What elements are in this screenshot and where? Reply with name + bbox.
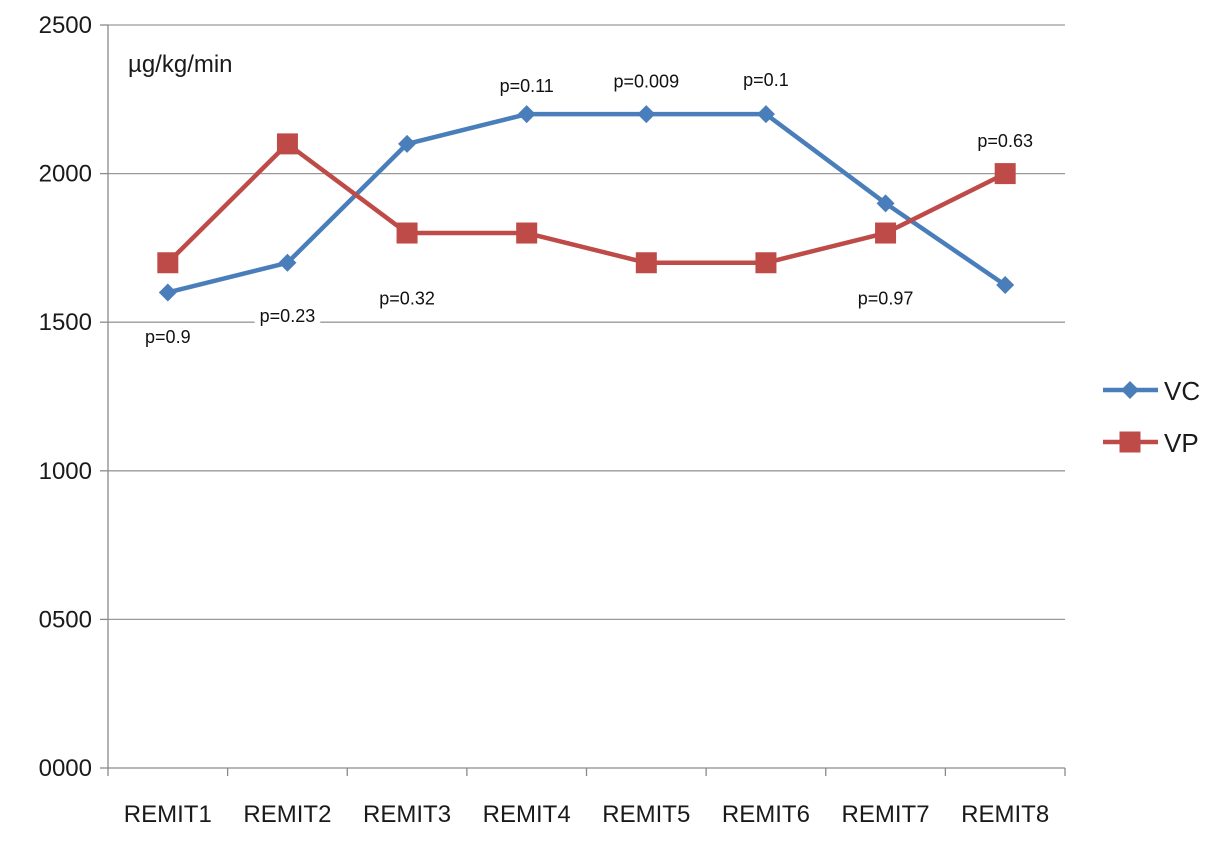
legend-label-vp: VP bbox=[1164, 428, 1199, 458]
legend: VC VP bbox=[1103, 376, 1200, 458]
vc-marker bbox=[517, 105, 536, 124]
vp-marker bbox=[396, 222, 418, 244]
series-lines bbox=[166, 111, 1007, 295]
vp-marker bbox=[276, 133, 298, 155]
vc-marker bbox=[876, 194, 895, 213]
p-value-label-bg bbox=[737, 70, 794, 92]
p-value-label-bg bbox=[972, 131, 1038, 153]
p-value-label-bg bbox=[374, 289, 440, 311]
p-value-label-bg bbox=[254, 307, 321, 329]
series-line-vp bbox=[166, 141, 1007, 266]
vc-marker bbox=[398, 134, 417, 153]
p-value-label: p=0.9 bbox=[145, 327, 191, 347]
p-value-label: p=0.11 bbox=[500, 76, 554, 96]
p-value-label-bg bbox=[852, 289, 919, 311]
x-axis-labels: REMIT1 REMIT2 REMIT3 REMIT4 REMIT5 REMIT6 REMI… bbox=[124, 801, 1049, 828]
vp-marker bbox=[994, 163, 1016, 185]
x-tick-label: REMIT7 bbox=[842, 801, 930, 828]
p-value-label-bg bbox=[493, 76, 560, 98]
p-value-label: p=0.32 bbox=[379, 288, 435, 308]
vp-marker bbox=[157, 252, 179, 274]
vc-marker bbox=[756, 105, 775, 124]
y-tick-label: 1500 bbox=[39, 309, 92, 336]
x-tick-label: REMIT4 bbox=[483, 801, 571, 828]
x-tick-label: REMIT3 bbox=[363, 801, 451, 828]
vp-marker bbox=[755, 252, 777, 274]
y-tick-label: 0000 bbox=[39, 755, 92, 782]
legend-label-vc: VC bbox=[1164, 376, 1200, 406]
vc-marker bbox=[158, 283, 177, 302]
p-value-label-bg bbox=[139, 328, 196, 350]
p-value-label: p=0.23 bbox=[260, 306, 316, 326]
p-value-label: p=0.009 bbox=[614, 71, 680, 91]
series-line-vc bbox=[167, 111, 1007, 295]
y-axis-unit-label: µg/kg/min bbox=[128, 51, 233, 78]
vc-marker bbox=[1121, 381, 1139, 399]
vp-marker bbox=[1119, 431, 1141, 453]
vc-marker bbox=[637, 105, 656, 124]
p-value-label: p=0.1 bbox=[743, 70, 789, 90]
y-axis-labels: 0000 0500 1000 1500 2000 2500 bbox=[39, 12, 92, 782]
vp-marker bbox=[635, 252, 657, 274]
y-tick-label: 2000 bbox=[39, 161, 92, 188]
axes bbox=[100, 24, 1066, 776]
p-value-label: p=0.63 bbox=[977, 131, 1033, 151]
vc-marker bbox=[278, 253, 297, 272]
vp-marker bbox=[875, 222, 897, 244]
y-tick-label: 2500 bbox=[39, 12, 92, 39]
p-value-annotations: p=0.9 p=0.23 p=0.32 p=0.11 p=0.009 p=0.1 p=0.9… bbox=[139, 70, 1038, 350]
x-tick-label: REMIT1 bbox=[124, 801, 212, 828]
x-tick-label: REMIT8 bbox=[961, 801, 1049, 828]
y-tick-label: 1000 bbox=[39, 458, 92, 485]
y-tick-label: 0500 bbox=[39, 606, 92, 633]
p-value-label-bg bbox=[608, 72, 684, 94]
x-tick-label: REMIT5 bbox=[602, 801, 690, 828]
vp-marker bbox=[516, 222, 538, 244]
series-markers bbox=[157, 105, 1016, 302]
x-tick-label: REMIT6 bbox=[722, 801, 810, 828]
vc-marker bbox=[996, 276, 1015, 295]
p-value-label: p=0.97 bbox=[858, 288, 914, 308]
x-tick-label: REMIT2 bbox=[243, 801, 331, 828]
